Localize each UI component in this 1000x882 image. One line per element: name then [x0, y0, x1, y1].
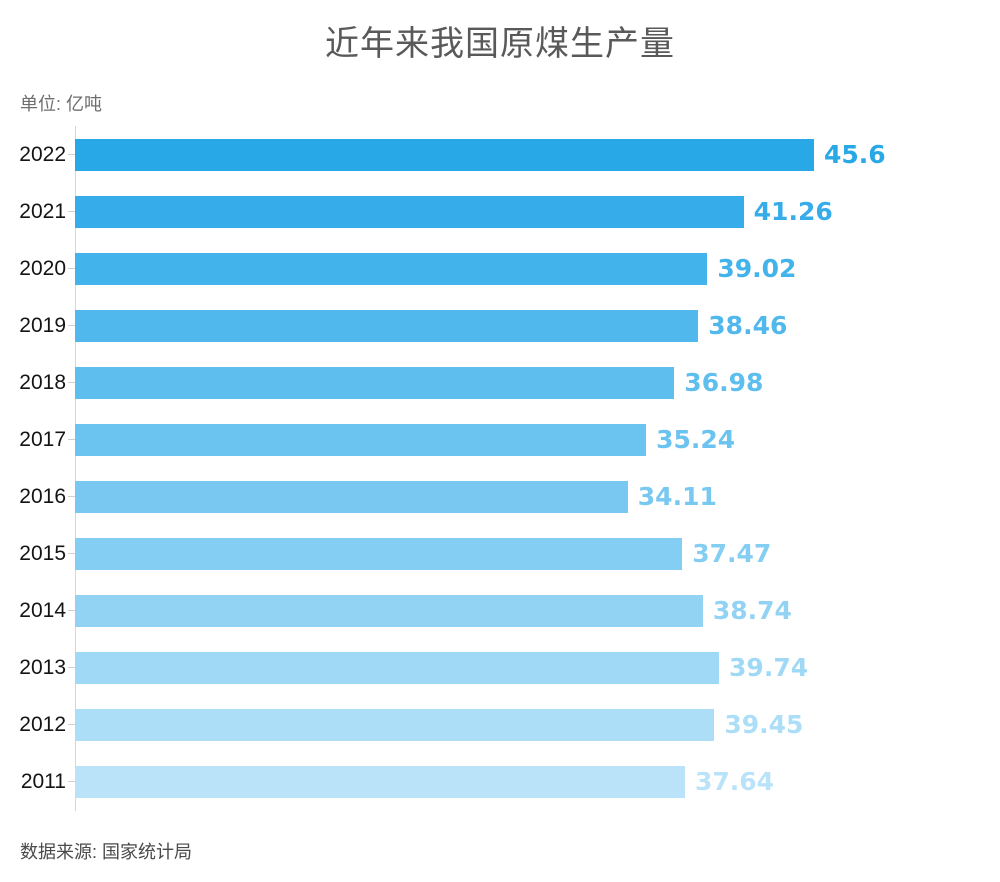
bar-value-label: 36.98 [684, 368, 764, 397]
bar-track: 45.6 [75, 138, 1000, 171]
bar-track: 35.24 [75, 423, 1000, 456]
bar-track: 41.26 [75, 195, 1000, 228]
bar-value-label: 37.64 [694, 767, 775, 796]
axis-tick [68, 382, 75, 383]
bar [75, 252, 708, 285]
axis-tick [68, 496, 75, 497]
axis-tick [68, 610, 75, 611]
axis-tick [68, 724, 75, 725]
year-tick-label: 2019 [19, 313, 66, 337]
bar-track: 39.02 [75, 252, 1000, 285]
bar [75, 651, 720, 684]
chart-row: 2017 35.24 [0, 411, 1000, 468]
year-tick-label: 2022 [19, 142, 66, 166]
axis-tick [68, 325, 75, 326]
bar-value-label: 35.24 [656, 425, 736, 454]
year-tick-label: 2013 [19, 655, 66, 679]
axis-tick [68, 154, 75, 155]
bar-value-label: 34.11 [637, 482, 717, 511]
bar-track: 37.47 [75, 537, 1000, 570]
chart-row: 2015 37.47 [0, 525, 1000, 582]
chart-row: 2018 36.98 [0, 354, 1000, 411]
bar-chart: 2022 45.6 2021 41.26 2020 39.02 2019 38.… [0, 126, 1000, 811]
bar-value-label: 38.46 [708, 311, 788, 340]
year-tick-label: 2011 [20, 769, 66, 793]
year-tick-label: 2021 [19, 199, 66, 223]
bar-value-label: 39.74 [729, 653, 809, 682]
bar [75, 195, 744, 228]
bar [75, 138, 814, 171]
bar-track: 34.11 [75, 480, 1000, 513]
axis-tick [68, 211, 75, 212]
year-tick-label: 2016 [19, 484, 66, 508]
chart-row: 2011 37.64 [0, 753, 1000, 810]
axis-tick [68, 553, 75, 554]
bar-track: 38.46 [75, 309, 1000, 342]
chart-row: 2020 39.02 [0, 240, 1000, 297]
bar-value-label: 41.26 [753, 197, 833, 226]
bar [75, 366, 675, 399]
chart-row: 2012 39.45 [0, 696, 1000, 753]
axis-tick [68, 268, 75, 269]
bar [75, 594, 703, 627]
bar-track: 38.74 [75, 594, 1000, 627]
axis-tick [68, 781, 75, 782]
chart-row: 2019 38.46 [0, 297, 1000, 354]
bar [75, 537, 683, 570]
bar [75, 423, 647, 456]
chart-rows: 2022 45.6 2021 41.26 2020 39.02 2019 38.… [0, 126, 1000, 810]
bar-track: 36.98 [75, 366, 1000, 399]
bar [75, 480, 628, 513]
unit-label: 单位: 亿吨 [20, 94, 103, 114]
bar-track: 37.64 [75, 765, 1000, 798]
bar-value-label: 38.74 [712, 596, 792, 625]
y-axis-line [75, 126, 76, 811]
bar-track: 39.74 [75, 651, 1000, 684]
bar-value-label: 39.02 [717, 254, 797, 283]
year-tick-label: 2014 [19, 598, 66, 622]
bar-value-label: 37.47 [692, 539, 772, 568]
chart-row: 2014 38.74 [0, 582, 1000, 639]
chart-row: 2022 45.6 [0, 126, 1000, 183]
year-tick-label: 2018 [19, 370, 66, 394]
chart-row: 2021 41.26 [0, 183, 1000, 240]
year-tick-label: 2020 [19, 256, 66, 280]
bar [75, 708, 715, 741]
axis-tick [68, 439, 75, 440]
bar-track: 39.45 [75, 708, 1000, 741]
axis-tick [68, 667, 75, 668]
source-note: 数据来源: 国家统计局 [20, 842, 193, 862]
bar [75, 309, 699, 342]
bar-value-label: 45.6 [824, 140, 886, 169]
year-tick-label: 2012 [19, 712, 66, 736]
year-tick-label: 2017 [19, 427, 66, 451]
year-tick-label: 2015 [19, 541, 66, 565]
bar [75, 765, 685, 798]
bar-value-label: 39.45 [724, 710, 804, 739]
page-title: 近年来我国原煤生产量 [325, 25, 675, 63]
chart-row: 2016 34.11 [0, 468, 1000, 525]
chart-row: 2013 39.74 [0, 639, 1000, 696]
